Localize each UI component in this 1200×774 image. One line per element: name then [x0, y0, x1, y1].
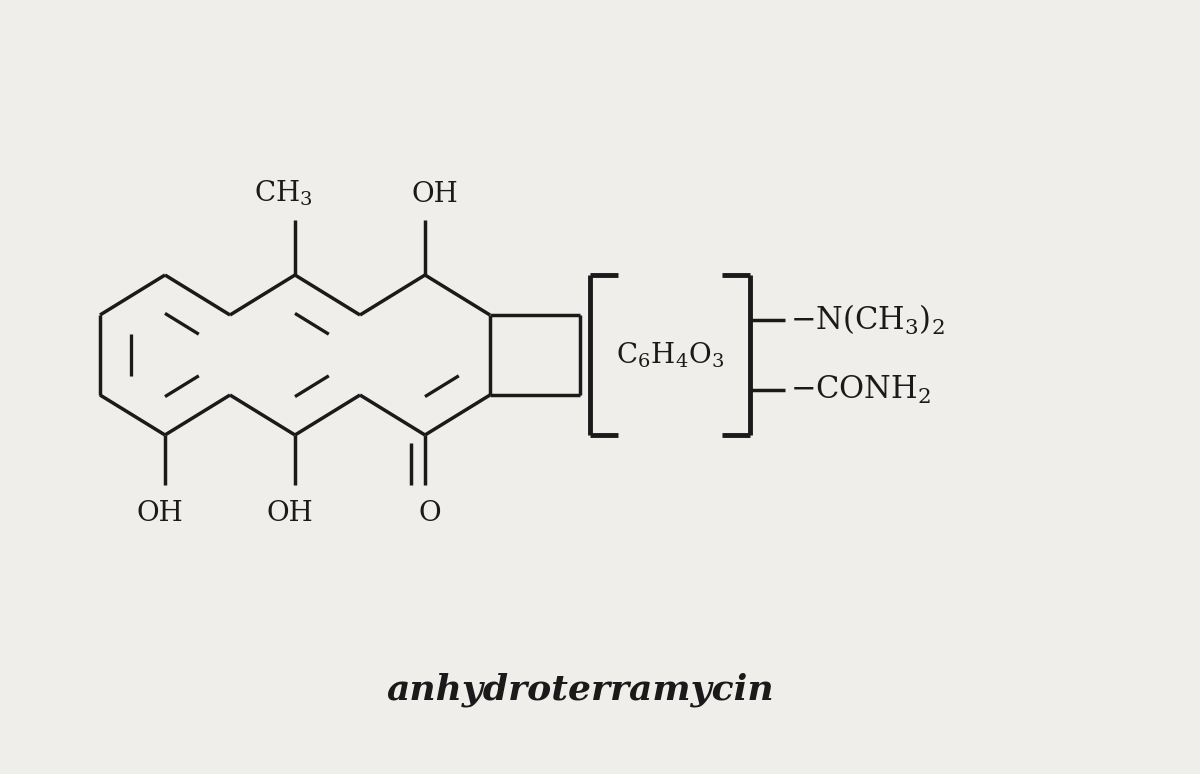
Text: OH: OH: [137, 500, 184, 527]
Text: O: O: [419, 500, 442, 527]
Text: $\mathregular{-N(CH_3)_2}$: $\mathregular{-N(CH_3)_2}$: [790, 303, 944, 337]
Text: anhydroterramycin: anhydroterramycin: [386, 673, 774, 707]
Text: OH: OH: [412, 181, 458, 208]
Text: OH: OH: [266, 500, 313, 527]
Text: $\mathregular{-CONH_2}$: $\mathregular{-CONH_2}$: [790, 374, 931, 406]
Text: $\mathregular{C_6H_4O_3}$: $\mathregular{C_6H_4O_3}$: [616, 341, 724, 370]
Text: $\mathregular{CH_3}$: $\mathregular{CH_3}$: [253, 179, 312, 208]
